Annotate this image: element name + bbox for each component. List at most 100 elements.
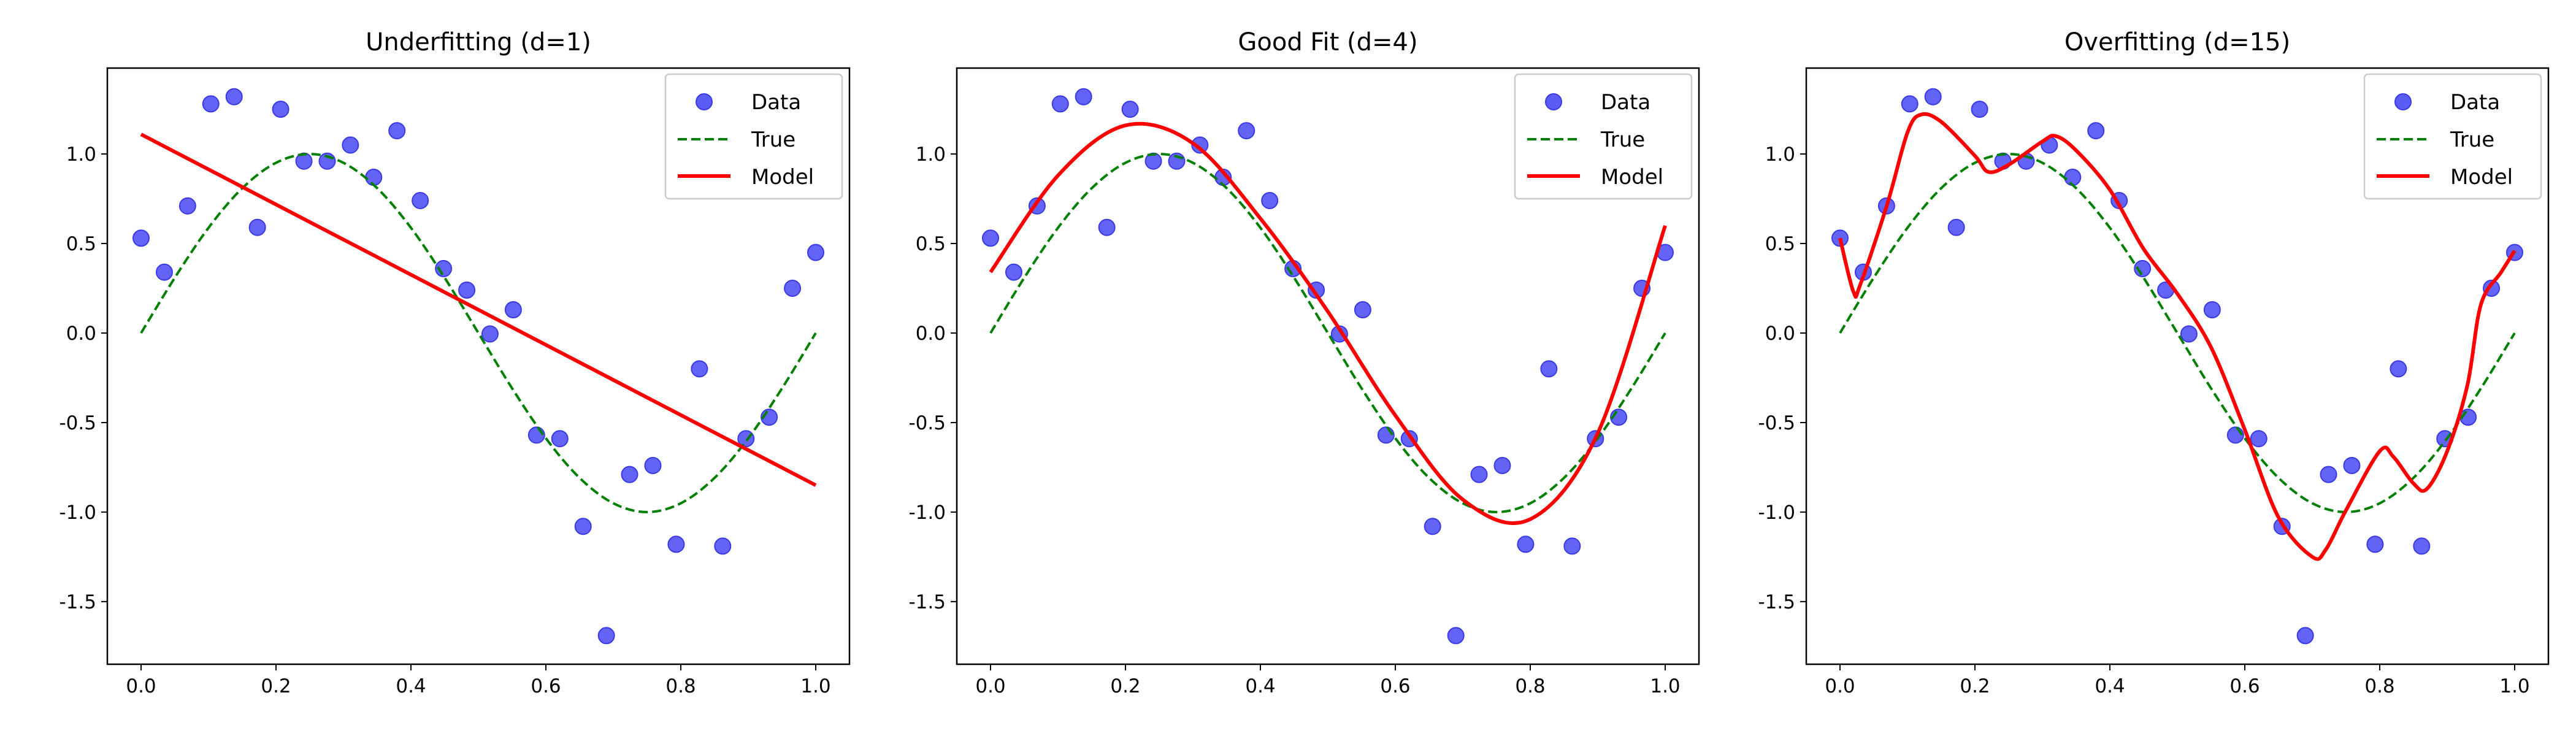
x-tick-label: 0.8 (2364, 675, 2394, 697)
true-curve (1839, 153, 2516, 513)
data-point (2180, 325, 2198, 343)
data-point (714, 537, 732, 555)
data-point (621, 466, 638, 483)
legend-data-marker (1545, 93, 1562, 110)
data-point (1901, 95, 1919, 113)
data-point (2087, 122, 2105, 140)
legend-label: Data (2450, 90, 2500, 115)
x-tick-label: 0.6 (531, 675, 561, 697)
y-tick-label: 0.0 (66, 323, 96, 345)
data-point (458, 281, 476, 299)
data-point (1563, 537, 1581, 555)
data-point (225, 88, 243, 105)
subplot-3: Overfitting (d=15) 0.0 0.2 0.4 0.6 0.8 1.0 -1.5… (1758, 28, 2550, 697)
data-point (667, 535, 685, 553)
y-tick-label: -1.0 (909, 502, 946, 524)
legend-label: True (2450, 128, 2494, 152)
legend-label: Data (751, 90, 801, 115)
legend-data-marker (696, 93, 713, 110)
data-point (1261, 192, 1279, 209)
data-point (504, 301, 522, 319)
x-tick-label: 0.0 (1825, 675, 1855, 697)
data-point (2296, 627, 2314, 645)
data-point (155, 263, 173, 281)
data-point (2413, 537, 2431, 555)
y-tick-label: -1.5 (909, 591, 946, 613)
x-tick-label: 0.0 (975, 675, 1005, 697)
y-tick-label: 1.0 (1765, 144, 1795, 166)
y-tick-label: 1.0 (916, 144, 946, 166)
data-point (248, 218, 266, 236)
data-point (2366, 535, 2384, 553)
y-tick-label: -0.5 (59, 412, 97, 434)
axes-frame (1805, 67, 2550, 665)
legend: Data True Model (664, 73, 843, 200)
subplot-1: Underfitting (d=1) 0.0 0.2 0.4 0.6 0.8 1.0 -1.5… (59, 28, 851, 697)
model-curve (1838, 112, 2517, 561)
data-point (435, 259, 453, 277)
y-tick-label: 0.5 (1765, 233, 1795, 255)
chart-title: Good Fit (d=4) (1238, 28, 1417, 56)
data-point (481, 325, 499, 343)
data-point (574, 518, 592, 535)
data-point (2064, 169, 2082, 186)
y-tick-label: 0.5 (66, 233, 96, 255)
data-point (2390, 360, 2407, 378)
x-tick-label: 1.0 (800, 675, 830, 697)
data-point (2134, 259, 2152, 277)
data-point (365, 169, 383, 186)
plot-area (1831, 88, 2523, 645)
x-tick-label: 0.4 (396, 675, 426, 697)
data-point (1005, 263, 1022, 281)
data-point (1924, 88, 1942, 105)
x-tick-label: 1.0 (1650, 675, 1680, 697)
true-curve (140, 153, 817, 513)
x-tick-label: 0.2 (261, 675, 291, 697)
y-tick-label: -0.5 (1758, 412, 1796, 434)
data-point (1238, 122, 1255, 140)
data-point (202, 95, 220, 113)
data-point (691, 360, 708, 378)
x-tick-label: 0.6 (1380, 675, 1410, 697)
subplot-2: Good Fit (d=4) 0.0 0.2 0.4 0.6 0.8 1.0 -1.5 -1.0… (909, 28, 1700, 697)
data-point (2343, 457, 2361, 474)
data-point (1075, 88, 1092, 105)
data-point (1424, 518, 1441, 535)
x-tick-label: 0.0 (126, 675, 156, 697)
x-tick-label: 0.6 (2229, 675, 2260, 697)
data-point (644, 457, 662, 474)
y-tick-label: -1.0 (1758, 502, 1796, 524)
y-tick-label: 0.0 (916, 323, 946, 345)
data-point (1191, 136, 1209, 154)
axes-frame (956, 67, 1700, 665)
data-point (1447, 627, 1465, 645)
legend-label: Model (1601, 165, 1663, 190)
axes-frame (106, 67, 851, 665)
y-tick-label: 1.0 (66, 144, 96, 166)
legend-label: Model (2450, 165, 2513, 190)
x-tick-label: 0.4 (2095, 675, 2125, 697)
legend: Data True Model (1514, 73, 1693, 200)
data-point (132, 229, 150, 247)
legend: Data True Model (2363, 73, 2542, 200)
data-point (1098, 218, 1116, 236)
data-point (1947, 218, 1965, 236)
data-point (551, 430, 569, 448)
data-point (342, 136, 359, 154)
y-tick-label: -1.5 (1758, 591, 1796, 613)
legend-label: True (751, 128, 795, 152)
y-tick-label: 0.5 (916, 233, 946, 255)
plot-area (982, 88, 1674, 645)
y-tick-label: -1.5 (59, 591, 97, 613)
data-point (1470, 466, 1488, 483)
data-point (388, 122, 406, 140)
data-point (597, 627, 615, 645)
model-curve (140, 132, 817, 487)
data-point (1540, 360, 1558, 378)
x-tick-label: 1.0 (2499, 675, 2529, 697)
data-point (2203, 301, 2221, 319)
plot-area (132, 88, 824, 645)
data-point (1971, 101, 1988, 118)
data-point (1493, 457, 1511, 474)
